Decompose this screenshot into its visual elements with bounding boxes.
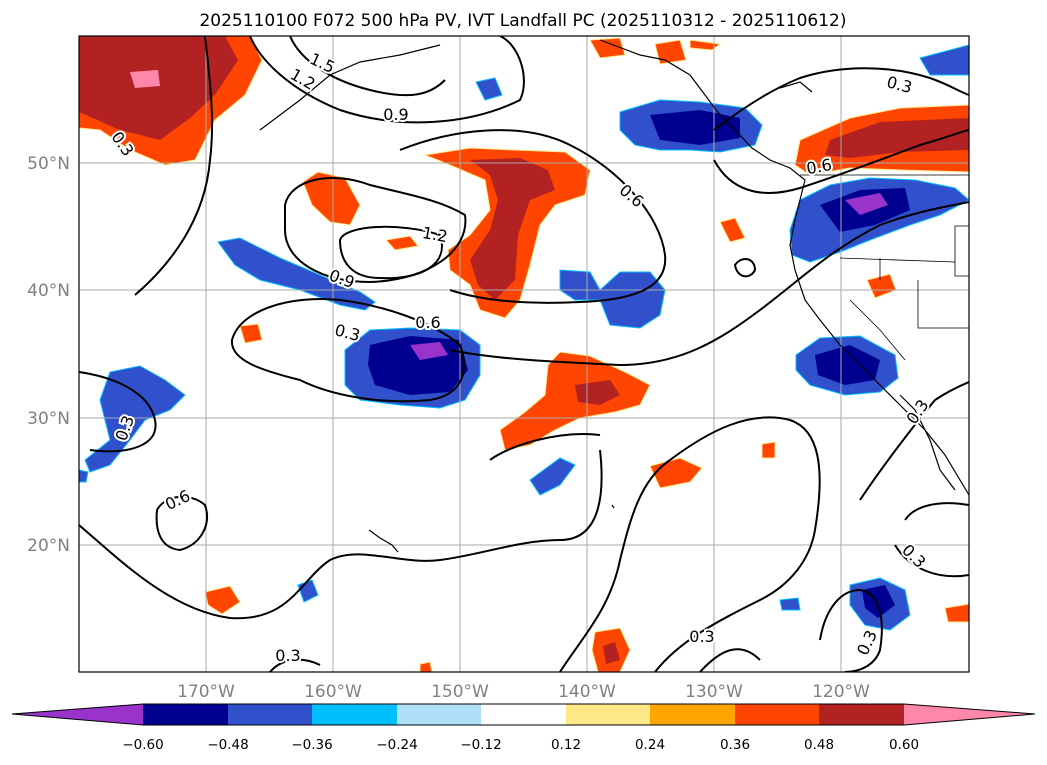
colorbar-tick-label: 0.24 [635,737,665,753]
colorbar-swatch [397,704,481,725]
colorbar-swatch [481,704,566,725]
lon-label: 170°W [177,682,235,702]
lat-label: 30°N [27,409,70,429]
colorbar-swatch [228,704,312,725]
lon-label: 160°W [304,682,362,702]
colorbar-swatch [650,704,735,725]
lat-label: 20°N [27,536,70,556]
colorbar-tick-label: −0.36 [291,737,332,753]
colorbar-outline [11,703,1036,726]
negative-pc-shading [79,44,969,631]
lon-label: 150°W [431,682,489,702]
colorbar: −0.60 −0.48 −0.36 −0.24 −0.12 0.12 0.24 … [11,703,1036,753]
colorbar-swatch [312,704,397,725]
colorbar-tick-label: −0.48 [207,737,248,753]
colorbar-max-extension [904,704,1035,725]
pv-contours [79,36,969,672]
map-panel: 1.5 1.2 0.9 0.3 1.2 0.9 0.6 0.3 0.6 0.3 … [79,36,969,672]
lon-label: 130°W [685,682,743,702]
latitude-labels: 50°N 40°N 30°N 20°N [27,154,70,556]
colorbar-min-extension [12,704,143,725]
lon-label: 140°W [558,682,616,702]
lat-label: 50°N [27,154,70,174]
map-title: 2025110100 F072 500 hPa PV, IVT Landfall… [199,11,846,31]
contour-label: 0.3 [275,646,300,665]
contour-label: 0.6 [415,313,440,332]
colorbar-swatch [819,704,904,725]
longitude-labels: 170°W 160°W 150°W 140°W 130°W 120°W [177,682,870,702]
positive-pc-shading [79,36,969,672]
political-boundaries [800,174,969,361]
colorbar-tick-label: 0.48 [804,737,834,753]
contour-label: 0.9 [383,105,408,124]
colorbar-swatch [143,704,228,725]
contour-label: 0.3 [689,627,714,646]
colorbar-swatch [735,704,819,725]
lat-label: 40°N [27,281,70,301]
colorbar-tick-label: −0.12 [460,737,501,753]
colorbar-tick-label: 0.36 [720,737,750,753]
lon-label: 120°W [812,682,870,702]
coastlines [259,39,969,553]
colorbar-tick-label: −0.24 [376,737,417,753]
gridlines [79,36,969,672]
colorbar-tick-label: 0.60 [889,737,919,753]
colorbar-tick-label: −0.60 [122,737,163,753]
colorbar-swatch [566,704,650,725]
map-frame [78,35,970,673]
colorbar-tick-label: 0.12 [551,737,581,753]
